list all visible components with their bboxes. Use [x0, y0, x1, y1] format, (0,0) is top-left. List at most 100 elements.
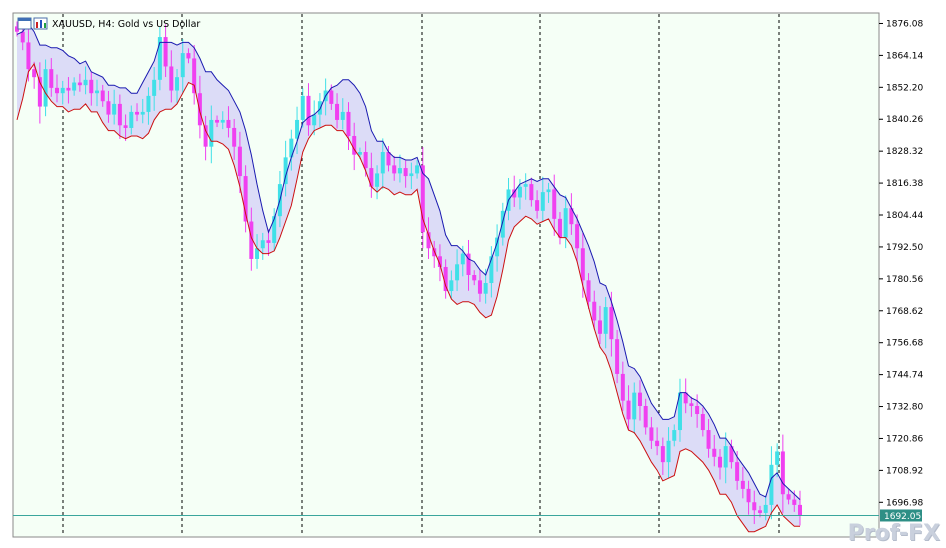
candle-body-127	[740, 480, 745, 489]
y-tick-label-11: 1744.74	[886, 371, 923, 381]
candle-body-104	[609, 307, 614, 340]
candle-body-93	[546, 189, 551, 193]
candle-body-75	[443, 266, 448, 292]
candle-body-21	[135, 111, 140, 115]
candle-body-130	[757, 510, 762, 513]
y-tick-label-3: 1840.26	[886, 115, 923, 125]
candle-body-11	[77, 82, 82, 86]
chart-icon-bar-2	[40, 20, 42, 28]
current-price-box	[880, 509, 922, 522]
candle-body-80	[472, 275, 477, 281]
candle-body-65	[386, 152, 391, 166]
candle-body-34	[209, 119, 214, 147]
candle-body-64	[380, 152, 385, 174]
candle-body-96	[563, 208, 568, 238]
chart-title: XAUUSD, H4: Gold vs US Dollar	[52, 19, 200, 30]
candle-body-39	[237, 146, 242, 177]
y-tick-label-13: 1720.86	[886, 434, 923, 444]
y-tick-label-2: 1852.20	[886, 83, 923, 93]
candle-body-48	[289, 138, 294, 158]
y-tick-label-15: 1696.98	[886, 498, 923, 508]
chart-icon-bar-3	[44, 23, 46, 28]
candle-body-125	[729, 446, 734, 463]
candle-body-72	[426, 232, 431, 249]
candle-body-91	[535, 200, 540, 211]
candle-body-17	[112, 103, 117, 115]
candle-body-62	[369, 168, 374, 187]
candle-body-78	[460, 253, 465, 265]
candle-body-118	[689, 403, 694, 406]
candle-body-69	[409, 173, 414, 177]
candle-body-102	[597, 320, 602, 334]
candle-body-79	[466, 253, 471, 275]
candle-body-87	[512, 189, 517, 198]
candle-body-92	[540, 192, 545, 211]
candle-body-4	[37, 77, 42, 107]
candle-body-59	[352, 135, 357, 155]
lower-band-line	[16, 62, 800, 533]
candle-body-77	[455, 264, 460, 281]
candle-body-103	[603, 307, 608, 334]
candle-body-2	[26, 42, 31, 70]
candle-body-44	[266, 240, 271, 243]
candle-body-15	[100, 90, 105, 102]
candle-body-35	[215, 119, 220, 123]
candle-body-89	[523, 184, 528, 187]
candle-body-63	[375, 173, 380, 187]
candle-body-119	[695, 406, 700, 415]
current-price-label: 1692.05	[884, 512, 921, 522]
candle-body-10	[72, 82, 77, 91]
candle-body-55	[329, 90, 334, 104]
candle-body-50	[300, 95, 305, 120]
candle-body-132	[769, 464, 774, 505]
candle-body-106	[620, 373, 625, 401]
candle-body-112	[655, 440, 660, 447]
candle-body-83	[489, 256, 494, 284]
candle-body-128	[746, 488, 751, 503]
y-tick-label-8: 1780.56	[886, 275, 923, 285]
y-tick-label-9: 1768.62	[886, 307, 923, 317]
candle-body-23	[146, 95, 151, 112]
candle-body-14	[95, 90, 100, 94]
candle-body-68	[403, 168, 408, 177]
candle-body-29	[180, 53, 185, 78]
candle-body-134	[780, 451, 785, 495]
candle-body-24	[152, 79, 157, 96]
candle-body-49	[295, 119, 300, 139]
candle-body-111	[649, 427, 654, 441]
candle-body-1	[20, 31, 25, 43]
candle-body-98	[575, 224, 580, 249]
candle-body-114	[666, 440, 671, 463]
candle-body-107	[626, 400, 631, 420]
band-fill	[17, 23, 800, 532]
candle-body-7	[55, 87, 60, 94]
candle-body-56	[335, 103, 340, 120]
candle-body-45	[272, 216, 277, 243]
candle-body-9	[66, 87, 71, 91]
candle-body-122	[712, 448, 717, 457]
chart-icon-bar-1	[36, 22, 38, 28]
candle-body-61	[363, 152, 368, 169]
candle-body-85	[500, 210, 505, 238]
candle-body-8	[60, 87, 65, 94]
candle-body-70	[415, 165, 420, 174]
candle-body-73	[432, 248, 437, 257]
candle-body-33	[203, 125, 208, 147]
candle-body-16	[106, 101, 111, 115]
candle-body-131	[763, 504, 768, 513]
candle-body-12	[83, 79, 88, 86]
candle-body-18	[117, 103, 122, 126]
candle-body-76	[449, 280, 454, 292]
candle-body-40	[243, 176, 248, 222]
candle-body-22	[140, 111, 145, 115]
candle-body-109	[637, 392, 642, 406]
candle-body-28	[175, 77, 180, 91]
candle-body-66	[392, 165, 397, 174]
candle-body-36	[220, 119, 225, 123]
candle-body-26	[163, 37, 168, 67]
candle-body-52	[312, 114, 317, 126]
candle-body-42	[255, 248, 260, 259]
candle-body-94	[552, 189, 557, 219]
